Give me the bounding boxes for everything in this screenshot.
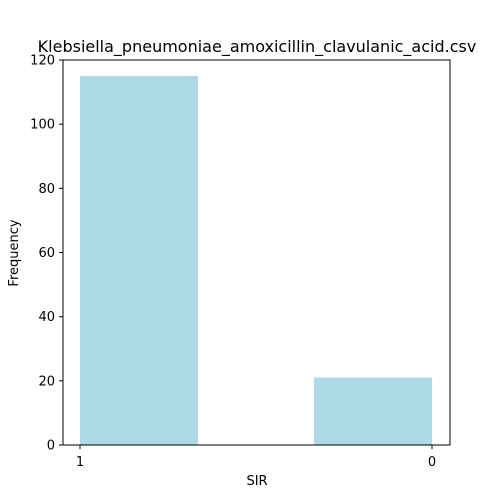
y-axis-label: Frequency [7, 219, 22, 286]
x-axis-label: SIR [246, 474, 267, 489]
y-tick-label: 60 [38, 246, 55, 261]
y-tick-label: 20 [38, 374, 55, 389]
y-tick-label: 100 [30, 118, 55, 133]
bar-1 [80, 76, 198, 446]
bar-0 [314, 377, 432, 445]
y-axis-ticks: 0 20 40 60 80 100 120 [30, 54, 63, 454]
x-tick-label: 0 [428, 455, 436, 470]
x-tick-label: 1 [76, 455, 84, 470]
y-tick-label: 40 [38, 310, 55, 325]
y-tick-label: 0 [47, 439, 55, 454]
y-tick-label: 120 [30, 54, 55, 69]
chart-title: Klebsiella_pneumoniae_amoxicillin_clavul… [38, 37, 477, 57]
bars [80, 76, 432, 446]
y-tick-label: 80 [38, 182, 55, 197]
